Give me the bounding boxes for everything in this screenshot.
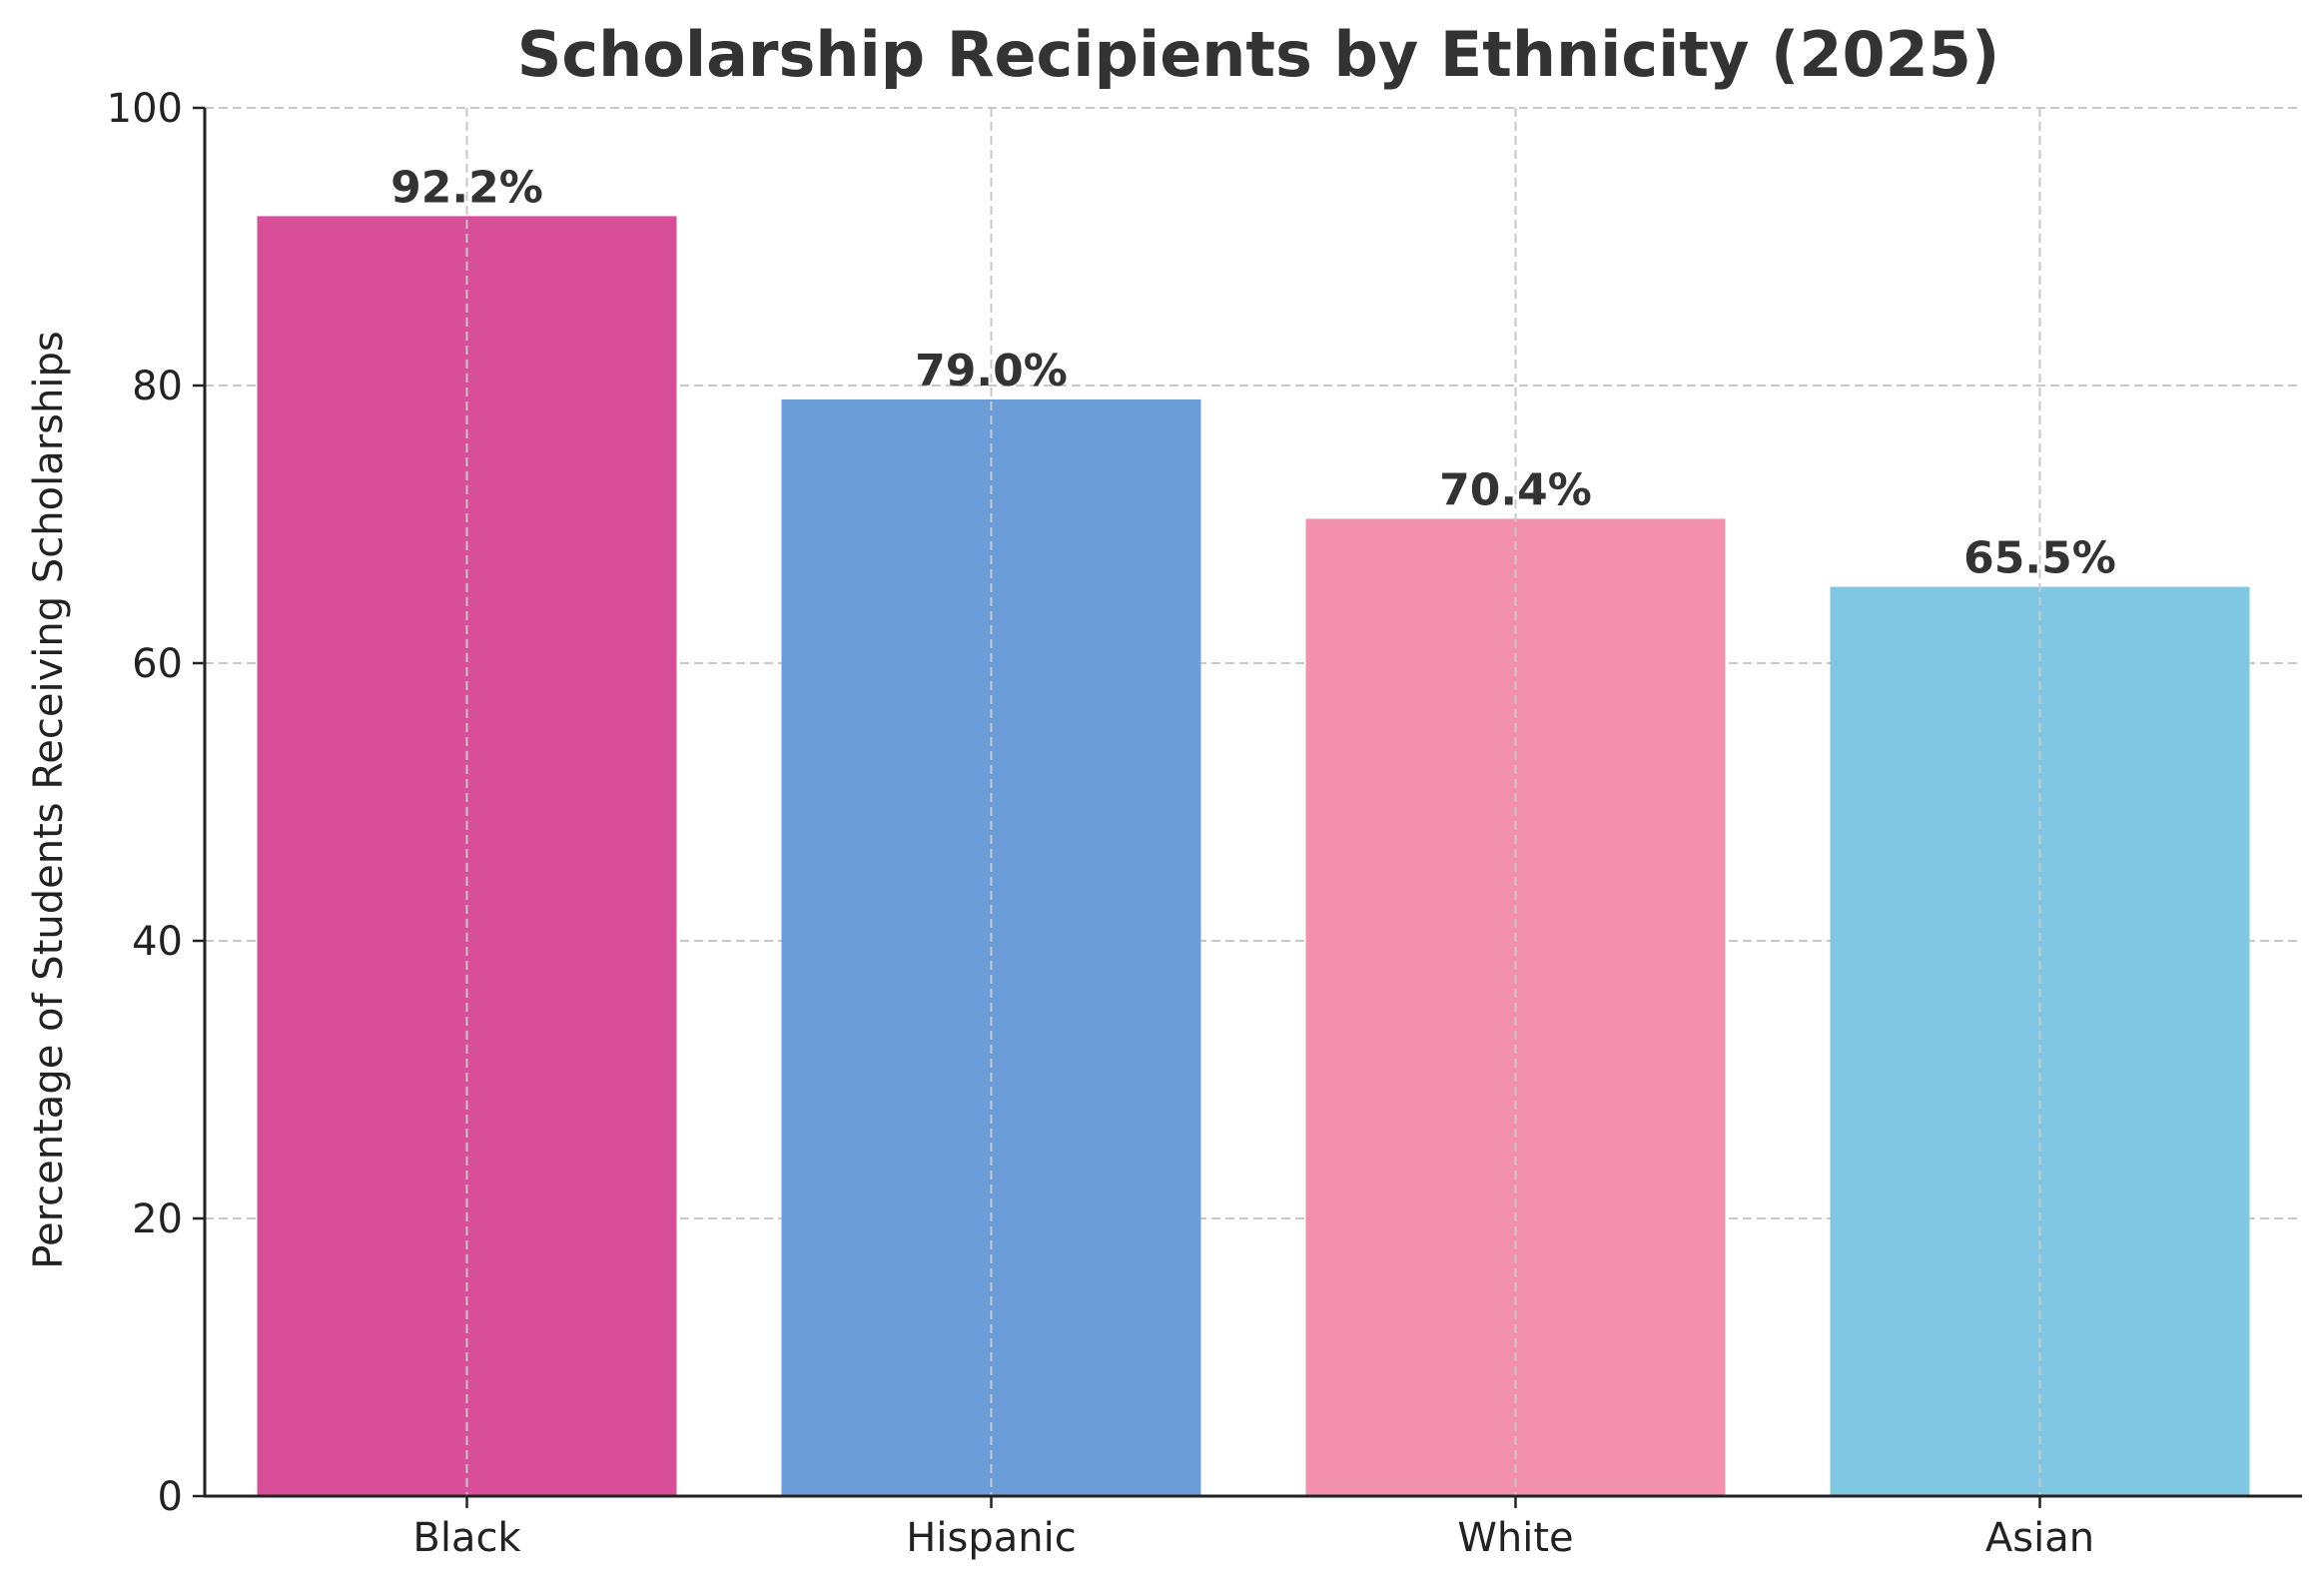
y-tick-label: 0 — [158, 1474, 183, 1520]
data-label: 65.5% — [1963, 533, 2116, 584]
labels-layer: 0 20 40 60 80 100 Black Hispanic White Asian 92.2%… — [107, 86, 2116, 1561]
data-label: 70.4% — [1439, 464, 1592, 515]
y-tick-label: 100 — [107, 86, 183, 132]
bars-layer — [257, 216, 2250, 1496]
axes-layer — [193, 106, 2302, 1508]
x-tick-label: White — [1457, 1515, 1573, 1561]
chart-title: Scholarship Recipients by Ethnicity (202… — [517, 18, 2000, 91]
x-tick-label: Black — [412, 1515, 521, 1561]
y-tick-label: 20 — [132, 1196, 183, 1242]
y-tick-label: 80 — [132, 364, 183, 409]
y-axis-label: Percentage of Students Receiving Scholar… — [26, 331, 72, 1268]
data-label: 92.2% — [390, 162, 543, 213]
data-label: 79.0% — [915, 346, 1068, 397]
y-tick-label: 40 — [132, 919, 183, 965]
y-tick-label: 60 — [132, 641, 183, 687]
vertical-grid-layer — [465, 108, 2041, 1496]
x-tick-label: Asian — [1985, 1515, 2094, 1561]
x-tick-label: Hispanic — [906, 1515, 1076, 1561]
